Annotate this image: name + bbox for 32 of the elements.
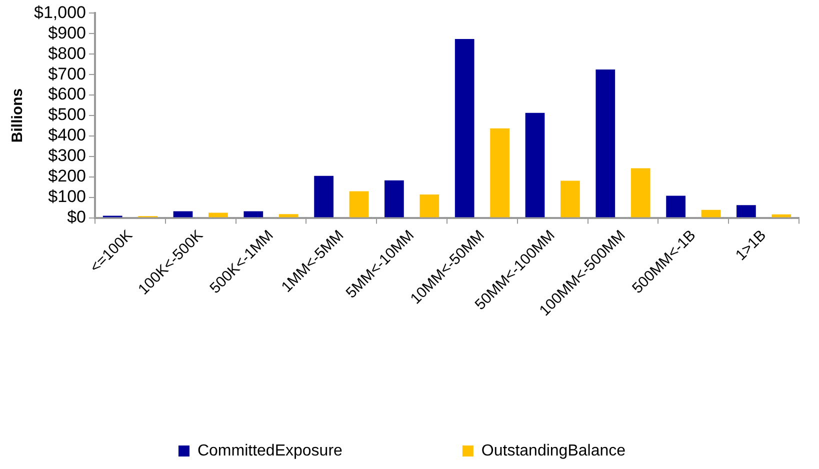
bar bbox=[420, 194, 440, 218]
bar bbox=[596, 69, 616, 218]
bar bbox=[490, 128, 510, 218]
bar bbox=[454, 38, 474, 218]
y-tick-label: $100 bbox=[48, 187, 86, 206]
bar bbox=[736, 205, 756, 218]
y-tick-label: $200 bbox=[48, 166, 86, 186]
bar bbox=[630, 168, 650, 218]
bar bbox=[560, 180, 580, 218]
bar bbox=[349, 191, 369, 218]
bar bbox=[314, 176, 334, 218]
legend-label: CommittedExposure bbox=[197, 442, 343, 460]
bar bbox=[278, 214, 298, 218]
bar bbox=[701, 210, 721, 218]
y-tick-label: $500 bbox=[48, 105, 86, 124]
bar bbox=[208, 212, 228, 218]
y-tick-label: $0 bbox=[67, 208, 86, 226]
bar bbox=[384, 180, 404, 218]
y-tick-label: $800 bbox=[48, 44, 86, 63]
y-tick-label: $400 bbox=[48, 126, 86, 145]
legend-label: OutstandingBalance bbox=[481, 442, 626, 460]
bar bbox=[525, 112, 545, 218]
bar bbox=[173, 211, 193, 218]
y-tick-label: $300 bbox=[48, 146, 86, 166]
y-tick-label: $600 bbox=[48, 84, 86, 104]
bar bbox=[772, 214, 792, 218]
y-tick-label: $700 bbox=[48, 64, 86, 84]
y-tick-label: $900 bbox=[48, 23, 86, 42]
y-axis-title: Billions bbox=[9, 88, 26, 143]
y-tick-label: $1,000 bbox=[34, 2, 86, 22]
bar bbox=[666, 196, 686, 218]
bar bbox=[244, 211, 264, 218]
